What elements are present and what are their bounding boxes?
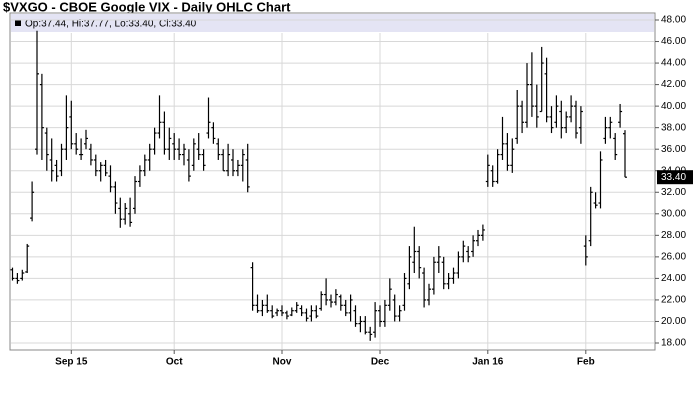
y-tick-label: 18.00 (661, 338, 686, 349)
info-strip (11, 14, 654, 32)
y-tick-label: 30.00 (661, 208, 686, 219)
y-tick-label: 48.00 (661, 15, 686, 26)
x-tick-label: Sep 15 (55, 357, 88, 368)
y-tick-label: 36.00 (661, 144, 686, 155)
info-text: Op:37.44, Hi:37.77, Lo:33.40, Cl:33.40 (25, 19, 197, 30)
y-tick-label: 32.00 (661, 187, 686, 198)
x-tick-label: Nov (273, 357, 292, 368)
last-price-label: 33.40 (661, 172, 686, 183)
y-tick-label: 46.00 (661, 36, 686, 47)
x-tick-label: Feb (577, 357, 595, 368)
x-tick-label: Dec (371, 357, 390, 368)
y-tick-label: 22.00 (661, 295, 686, 306)
y-tick-label: 28.00 (661, 230, 686, 241)
x-tick-label: Oct (166, 357, 183, 368)
y-tick-label: 40.00 (661, 101, 686, 112)
y-tick-label: 42.00 (661, 79, 686, 90)
y-tick-label: 26.00 (661, 252, 686, 263)
y-tick-label: 38.00 (661, 122, 686, 133)
chart-title: $VXGO - CBOE Google VIX - Daily OHLC Cha… (3, 0, 291, 14)
last-price-tag (657, 170, 693, 185)
info-icon (15, 20, 21, 26)
y-tick-label: 20.00 (661, 316, 686, 327)
x-tick-label: Jan 16 (472, 357, 504, 368)
plot-frame (9, 12, 656, 351)
y-tick-label: 24.00 (661, 273, 686, 284)
y-tick-label: 44.00 (661, 58, 686, 69)
